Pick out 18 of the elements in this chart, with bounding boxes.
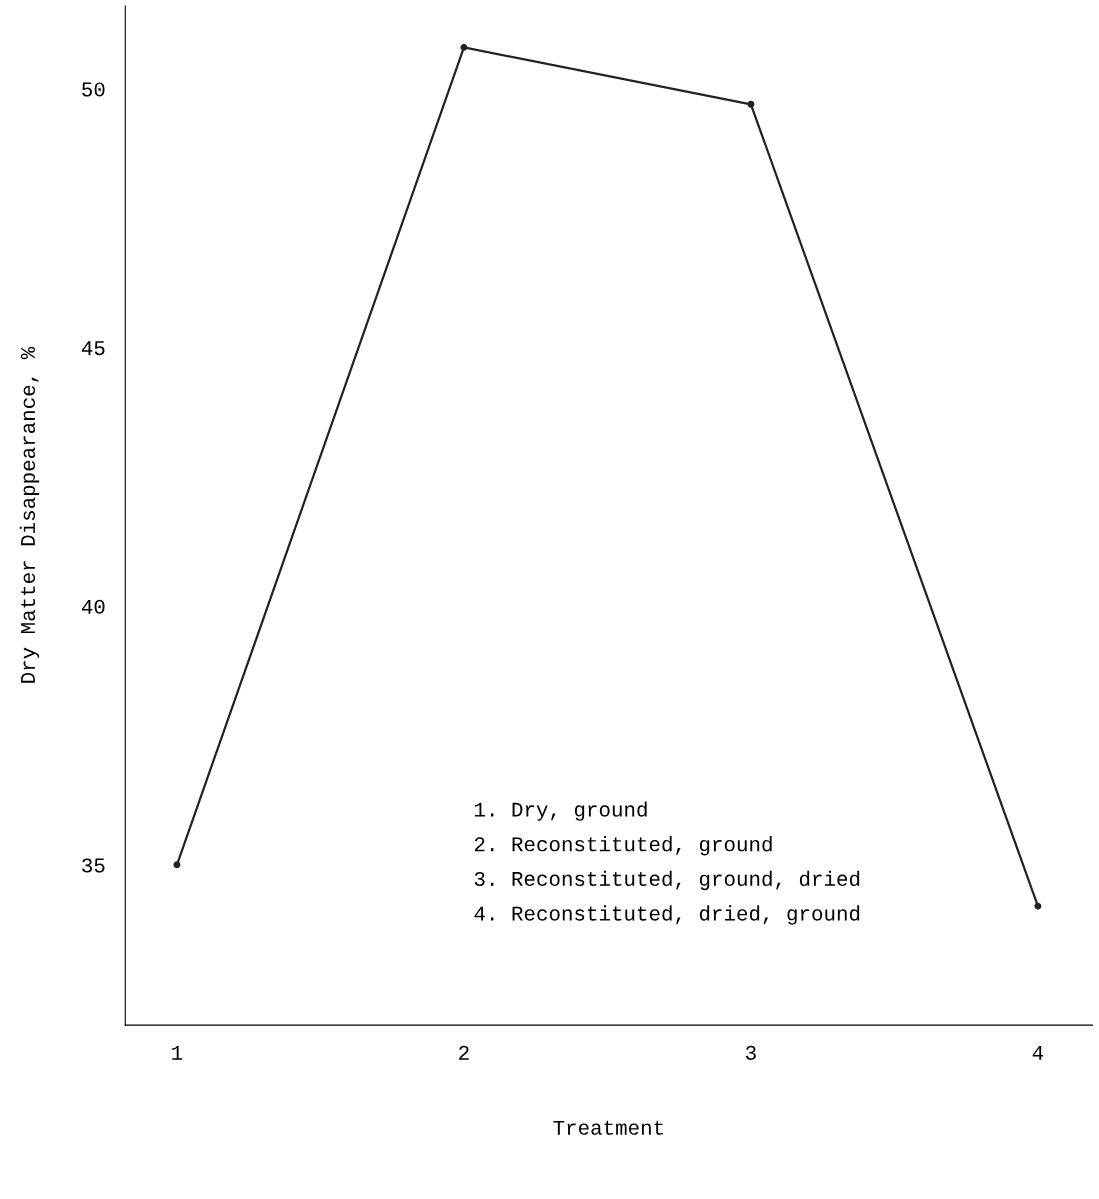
annotation: 3. Reconstituted, ground, dried	[474, 870, 860, 891]
x-axis-title: Treatment	[553, 1120, 663, 1135]
x-tick-label: 3	[745, 1045, 756, 1060]
annotation: 2. Reconstituted, ground	[474, 836, 772, 856]
y-tick-label: 40	[81, 599, 105, 614]
x-tick-label: 1	[172, 1045, 183, 1060]
y-tick-label: 45	[81, 341, 105, 356]
y-axis-title: Dry Matter Disappearance, %	[19, 346, 40, 683]
annotation: 4. Reconstituted, dried, ground	[474, 905, 860, 925]
annotation: 1. Dry, ground	[474, 801, 647, 821]
y-tick-label: 50	[82, 82, 105, 97]
point	[1034, 902, 1042, 910]
point	[460, 43, 468, 51]
x-tick-label: 2	[459, 1045, 469, 1060]
point	[747, 100, 755, 108]
x-tick-label: 4	[1032, 1045, 1044, 1060]
y-tick-label: 35	[82, 858, 105, 873]
point	[173, 861, 181, 869]
